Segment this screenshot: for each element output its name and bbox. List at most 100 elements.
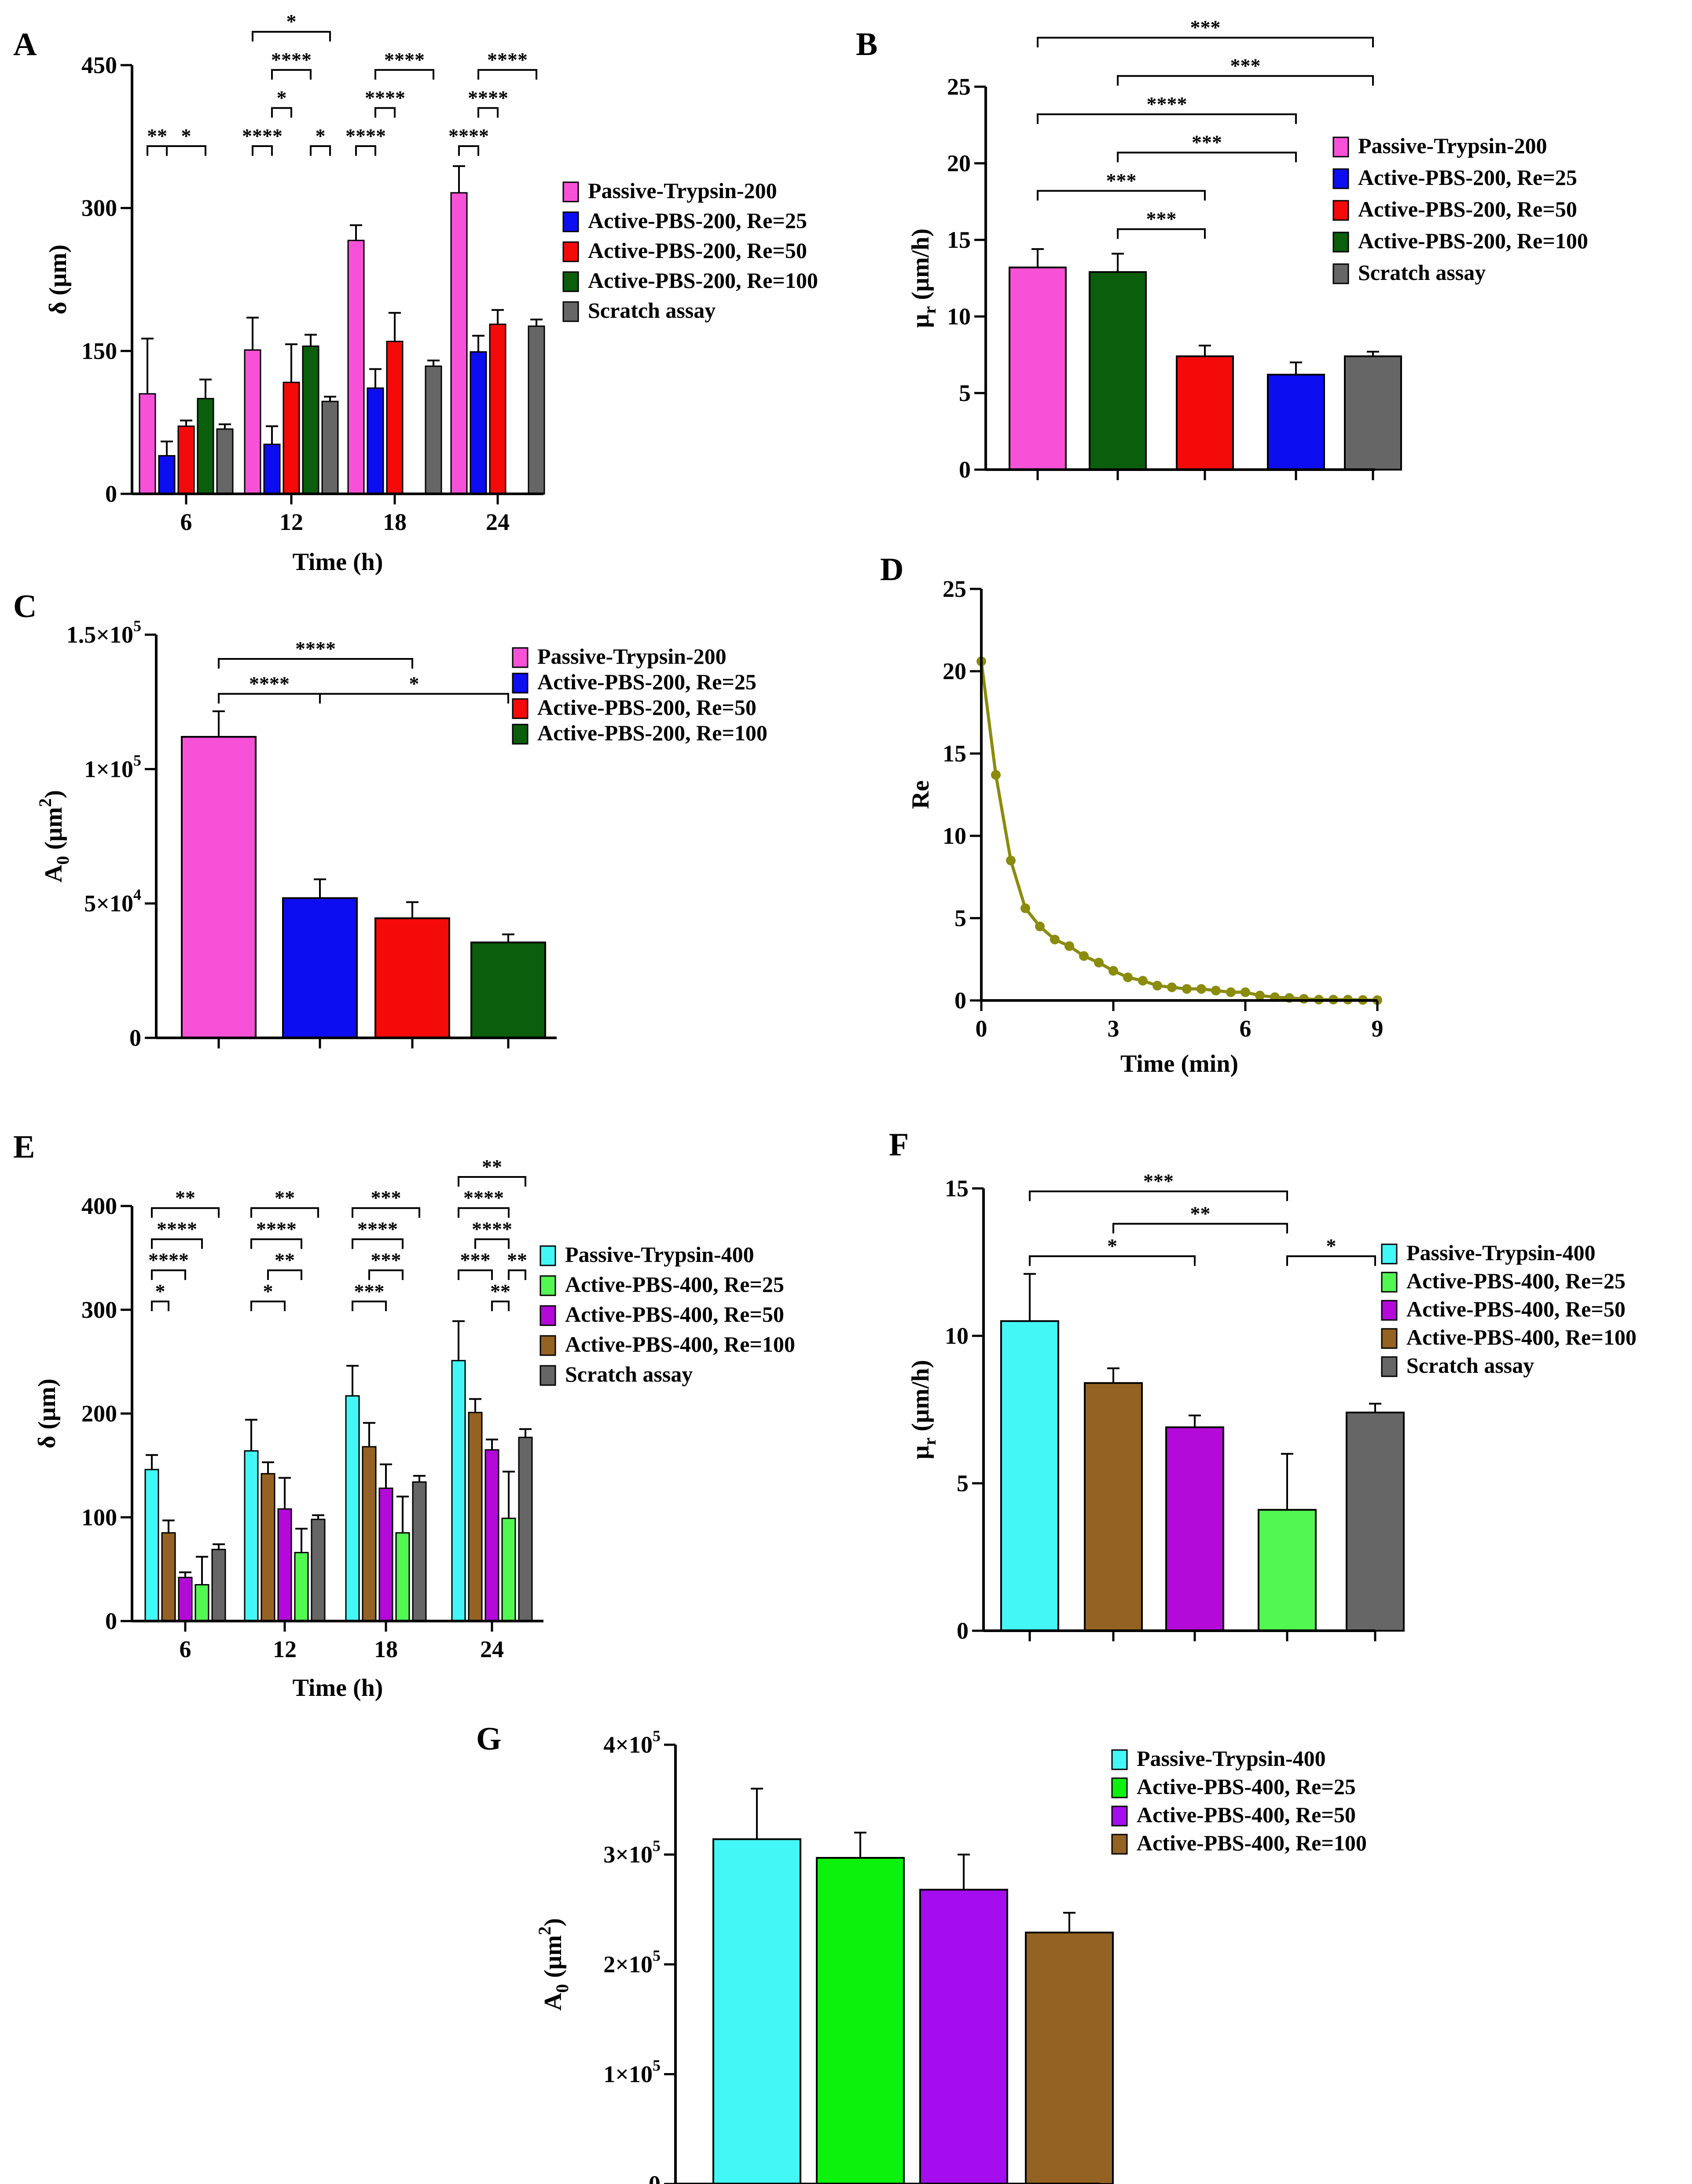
significance-label: **** [1147,93,1187,115]
significance-bracket [491,1300,510,1311]
legend-label: Passive-Trypsin-400 [1137,1746,1326,1771]
legend-label: Active-PBS-400, Re=50 [1137,1802,1356,1827]
bar-a-g0-s1 [158,455,176,495]
bar-b-4 [1344,355,1402,471]
x-tick-label: 9 [1372,1015,1384,1042]
bar-b-1 [1089,271,1147,471]
significance-label: ** [490,1280,510,1302]
legend-swatch [1332,136,1349,158]
significance-bracket [151,1207,220,1218]
legend-label: Active-PBS-200, Re=25 [1358,165,1577,190]
y-tick-label: 5 [954,905,966,931]
x-tick-label: 18 [374,1636,398,1662]
bar-e-g0-s1 [161,1532,176,1622]
significance-label: **** [148,1249,189,1271]
legend-swatch [540,1245,556,1266]
legend-swatch [1111,1749,1128,1770]
y-tick-label: 0 [954,987,966,1014]
y-tick-label: 25 [943,576,966,602]
significance-label: **** [295,637,336,660]
significance-label: **** [384,48,425,71]
y-tick-label: 400 [81,1193,117,1219]
significance-bracket [458,145,479,156]
bar-a-g1-s1 [263,443,281,495]
panel-d: D 0 5 10 15 20 25 0 3 6 9 Re Time (min) [880,552,1384,1077]
y-tick-label: 5 [957,1470,969,1496]
significance-bracket [368,1269,404,1280]
y-tick-label: 20 [947,150,971,176]
x-tick-label: 12 [279,509,303,535]
re-point [1255,990,1265,1000]
re-point [1197,984,1206,994]
significance-bracket [508,1269,526,1280]
legend-swatch [562,271,579,292]
significance-label: **** [365,86,405,109]
y-axis-label: A0 (μm2) [35,790,73,882]
legend-label: Passive-Trypsin-200 [1358,133,1547,158]
panel-label-e: E [13,1129,35,1165]
significance-label: **** [256,1217,297,1240]
bar-e-g3-s1 [468,1412,483,1622]
bar-b-3 [1267,374,1325,471]
re-point [1211,985,1221,996]
bar-e-g2-s0 [345,1395,360,1622]
bar-c-0 [181,736,257,1039]
y-tick-label: 10 [943,823,966,849]
significance-label: * [181,125,191,147]
legend-swatch [512,698,529,719]
y-tick-label: 0 [105,1608,117,1634]
legend-label: Active-PBS-400, Re=50 [1406,1297,1626,1321]
significance-label: *** [371,1249,401,1271]
bar-e-g0-s2 [178,1577,193,1622]
significance-bracket [218,658,413,669]
significance-bracket [319,693,509,704]
significance-bracket [1112,1223,1288,1234]
y-tick-label: 15 [947,227,971,253]
y-tick-label: 15 [945,1175,969,1202]
y-tick-label: 450 [81,52,117,78]
y-tick-label: 100 [81,1504,117,1530]
legend-label: Passive-Trypsin-400 [1406,1240,1596,1265]
legend-label: Passive-Trypsin-400 [565,1242,754,1267]
y-tick-label: 4×105 [603,1727,661,1758]
legend-label: Scratch assay [565,1362,693,1386]
bar-a-g3-s2 [489,324,506,495]
bar-a-g1-s0 [244,349,261,495]
bar-a-g1-s2 [283,382,300,495]
legend-label: Scratch assay [1406,1353,1534,1378]
significance-bracket [1117,228,1206,239]
bar-e-g1-s1 [261,1473,275,1622]
significance-bracket [252,31,331,42]
bar-a-g2-s2 [386,341,404,495]
bar-a-g0-s3 [197,398,214,495]
bar-f-1 [1084,1382,1143,1632]
bar-b-0 [1009,266,1067,471]
legend-label: Active-PBS-200, Re=50 [588,238,807,263]
panel-label-d: D [880,552,903,588]
re-point [1020,903,1030,913]
legend-swatch [1111,1834,1128,1855]
significance-bracket [252,145,273,156]
x-axis-label: Time (h) [293,1674,383,1702]
bar-f-2 [1165,1426,1224,1632]
bar-a-g0-s0 [139,393,156,495]
significance-bracket [458,1269,493,1280]
y-tick-label: 5×104 [84,886,141,917]
legend-label: Scratch assay [1358,260,1486,285]
x-tick-label: 6 [180,1636,191,1662]
panel-label-g: G [476,1721,502,1757]
bar-a-g3-s0 [450,192,468,495]
bar-a-g3-s4 [528,325,545,495]
bar-f-4 [1346,1412,1405,1632]
significance-label: **** [242,125,283,147]
y-tick-label: 1×105 [603,2057,661,2088]
re-point [1035,921,1045,931]
y-axis-label: δ (μm) [33,1379,61,1449]
legend-label: Passive-Trypsin-200 [537,644,727,669]
legend-swatch [1332,263,1349,284]
significance-bracket [477,69,537,80]
significance-label: **** [487,48,528,71]
legend-swatch [1111,1805,1128,1827]
